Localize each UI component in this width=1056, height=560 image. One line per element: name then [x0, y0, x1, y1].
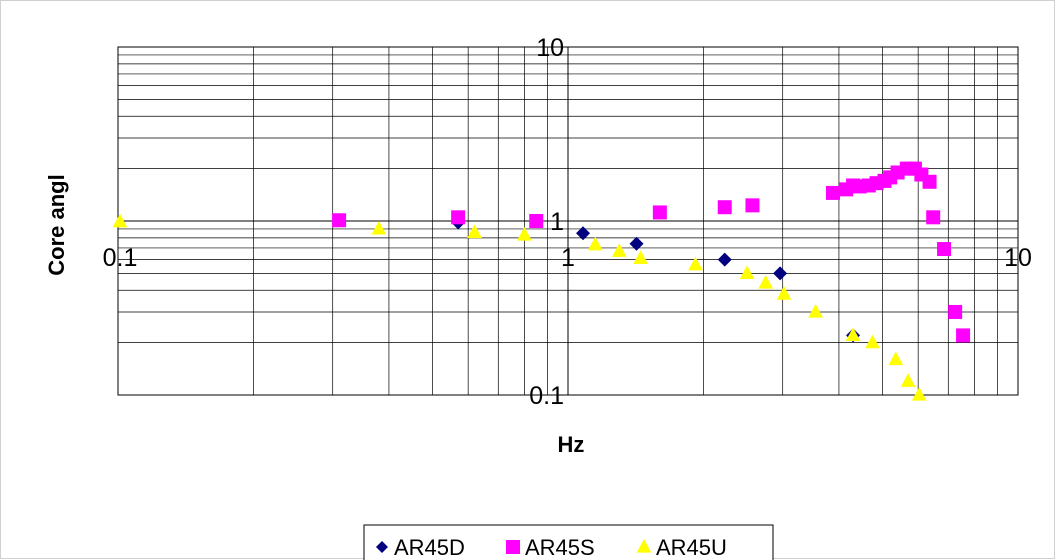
legend-label: AR45U [656, 535, 727, 560]
data-point [956, 328, 971, 343]
data-point [937, 242, 952, 257]
data-point [629, 236, 644, 251]
legend-marker [636, 538, 652, 553]
series-ar45u [112, 213, 927, 401]
gridlines [117, 47, 1018, 396]
legend: AR45D AR45S AR45U [363, 524, 774, 560]
data-point [773, 266, 788, 281]
data-point [948, 304, 963, 319]
series-ar45d [451, 215, 861, 343]
data-point [845, 327, 861, 342]
data-point [911, 386, 927, 401]
data-point [633, 250, 648, 264]
series-ar45s [332, 161, 971, 343]
data-point [922, 174, 937, 189]
data-point [808, 303, 823, 318]
data-point [717, 252, 732, 267]
legend-item: AR45S [506, 535, 595, 560]
data-point [688, 256, 703, 271]
legend-item: AR45U [636, 535, 727, 560]
y-tick-label: 1 [550, 208, 564, 236]
legend-marker [506, 540, 520, 554]
data-point [371, 220, 387, 235]
data-point [576, 226, 591, 241]
data-point [926, 210, 941, 225]
legend-label: AR45D [394, 535, 465, 560]
data-point [112, 213, 128, 228]
data-point [332, 213, 347, 228]
data-point [888, 351, 904, 366]
legend-box [363, 524, 774, 560]
legend-label: AR45S [525, 535, 595, 560]
tick-labels: 0.1 1 10 0.1 1 10 [103, 34, 1032, 410]
data-point [611, 243, 627, 257]
data-point [529, 214, 544, 228]
data-point [587, 236, 603, 251]
x-tick-label: 10 [1004, 244, 1032, 272]
data-point [739, 265, 755, 279]
data-point [825, 185, 840, 200]
data-point [900, 373, 916, 387]
data-point [745, 198, 760, 213]
data-point [776, 286, 792, 300]
data-points [112, 161, 971, 401]
x-axis-title: Hz [558, 432, 585, 457]
data-point [758, 274, 774, 289]
legend-marker [376, 541, 388, 553]
data-point [517, 227, 532, 241]
data-point [451, 210, 466, 225]
data-point [717, 200, 732, 215]
x-tick-label: 1 [561, 244, 575, 272]
legend-item: AR45D [376, 535, 465, 560]
data-point [467, 224, 482, 238]
data-point [865, 334, 880, 349]
data-point [652, 205, 667, 220]
y-tick-label: 10 [536, 34, 564, 62]
y-tick-label: 0.1 [529, 382, 564, 410]
x-tick-label: 0.1 [103, 244, 138, 272]
y-axis-title: Core angl [44, 174, 69, 275]
